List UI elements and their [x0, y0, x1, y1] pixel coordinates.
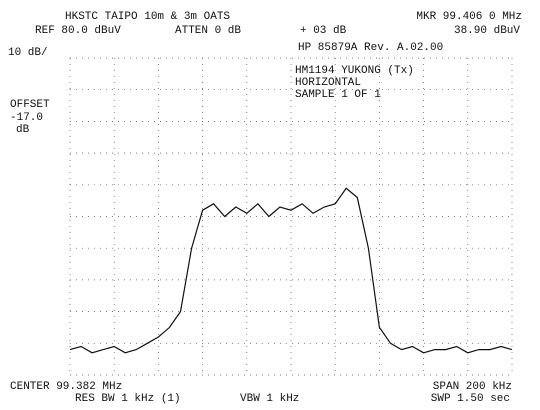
marker-level: 38.90 dBuV — [454, 25, 520, 37]
label: SAMPLE 1 OF 1 — [295, 89, 381, 101]
label: HM1194 YUKONG (Tx) — [295, 65, 414, 77]
ref-level: REF 80.0 dBuV — [35, 25, 121, 37]
title: HKSTC TAIPO 10m & 3m OATS — [65, 11, 230, 23]
label: HORIZONTAL — [295, 77, 361, 89]
instrument: HP 85879A Rev. A.02.00 — [298, 42, 443, 54]
center-frequency: CENTER 99.382 MHz — [10, 381, 122, 393]
rbw: RES BW 1 kHz (1) — [75, 393, 181, 405]
scale: 10 dB/ — [8, 47, 48, 59]
attenuation: ATTEN 0 dB — [175, 25, 241, 37]
offset: -17.0 — [10, 112, 43, 124]
vbw: VBW 1 kHz — [240, 393, 299, 405]
correction: + 03 dB — [300, 25, 347, 37]
offset: OFFSET — [10, 99, 50, 111]
sweep: SWP 1.50 sec — [431, 393, 510, 405]
trace — [69, 187, 513, 354]
marker-frequency: MKR 99.406 0 MHz — [416, 11, 522, 23]
offset: dB — [16, 124, 30, 136]
span: SPAN 200 kHz — [433, 381, 512, 393]
